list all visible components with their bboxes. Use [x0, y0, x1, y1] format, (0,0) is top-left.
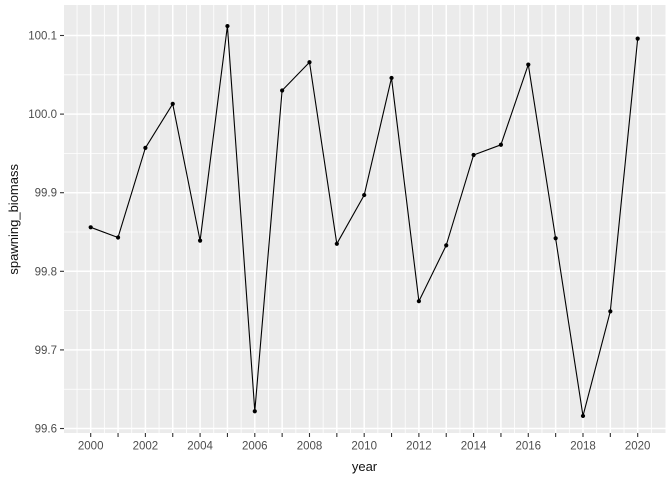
data-point	[143, 145, 148, 151]
data-point	[526, 62, 531, 67]
x-tick-label: 2018	[570, 441, 596, 453]
x-tick-label: 2008	[297, 441, 323, 453]
data-point	[88, 225, 93, 230]
data-point	[307, 60, 312, 65]
x-tick-label: 2012	[406, 441, 432, 453]
data-point	[498, 142, 504, 147]
y-axis-title: spawning_biomass	[5, 163, 21, 275]
y-axis-title-container: spawning_biomass	[5, 5, 21, 433]
data-point	[225, 23, 230, 29]
y-tick-label: 100.0	[28, 109, 57, 121]
y-tick-label: 100.1	[28, 30, 57, 42]
y-tick-label: 99.7	[35, 345, 57, 357]
data-point	[635, 36, 640, 41]
data-point	[362, 192, 367, 198]
x-tick-label: 2016	[515, 441, 541, 453]
x-tick-label: 2014	[461, 441, 487, 453]
x-tick-label: 2010	[351, 441, 377, 453]
y-tick-label: 99.8	[35, 266, 57, 278]
data-point	[608, 309, 613, 314]
data-point	[170, 101, 175, 106]
data-point	[280, 88, 285, 93]
y-tick-label: 99.9	[35, 188, 57, 200]
data-point	[252, 409, 257, 414]
x-tick-label: 2004	[187, 441, 213, 453]
data-point	[197, 238, 203, 243]
data-point	[444, 243, 449, 248]
data-point	[471, 152, 476, 158]
data-point	[334, 241, 339, 246]
x-tick-label: 2002	[133, 441, 159, 453]
x-tick-label: 2000	[78, 441, 104, 453]
data-point	[553, 236, 558, 241]
data-point	[389, 75, 394, 81]
data-point	[416, 299, 421, 304]
x-tick-label: 2006	[242, 441, 268, 453]
x-axis-title: year	[351, 459, 378, 474]
y-tick-label: 99.6	[35, 424, 57, 436]
data-point	[115, 235, 121, 240]
data-point	[580, 413, 586, 419]
x-tick-label: 2020	[625, 441, 651, 453]
